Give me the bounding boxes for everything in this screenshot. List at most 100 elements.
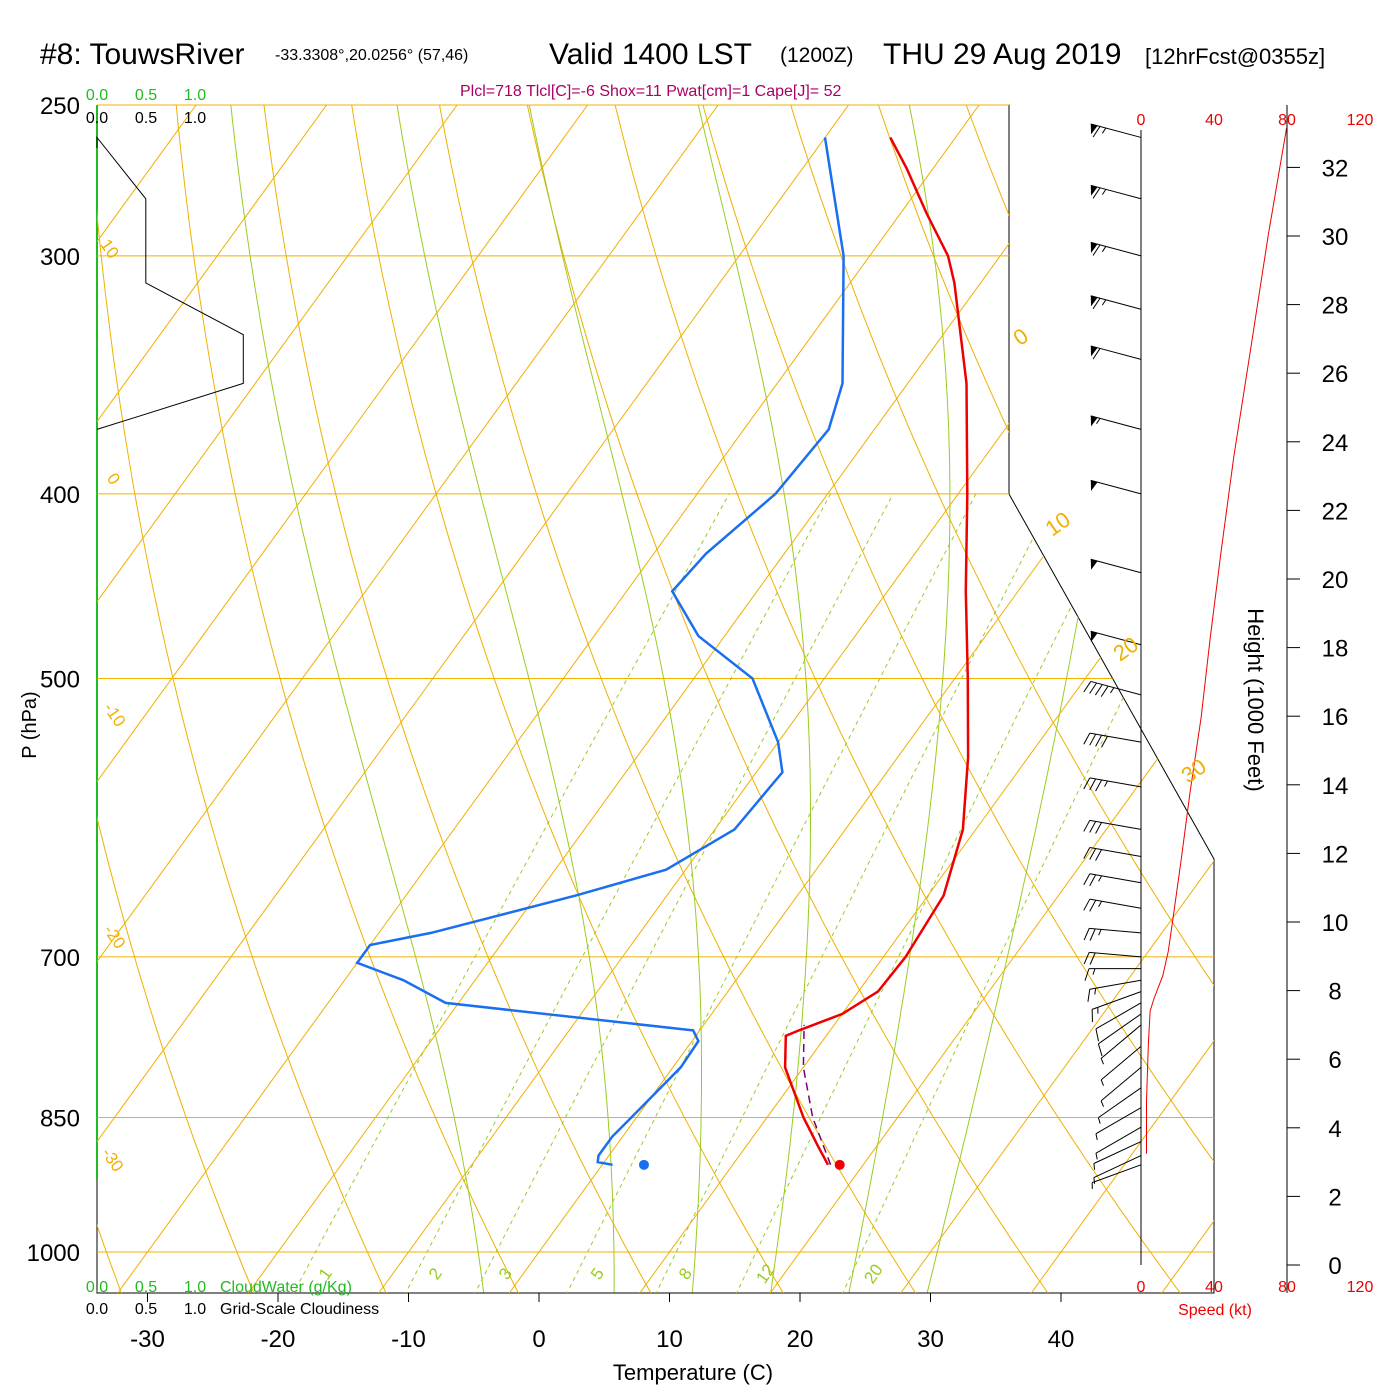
mixing-ratio-line: [272, 493, 730, 1293]
height-tick-label: 8: [1328, 979, 1341, 1006]
pressure-tick-label: 700: [40, 945, 80, 972]
wind-barb-feather: [1089, 682, 1097, 694]
wind-barb-flag: [1090, 185, 1098, 196]
cloudwater-tick-top: 0.5: [135, 87, 157, 104]
wind-barb-feather: [1089, 778, 1097, 791]
height-tick-label: 14: [1322, 773, 1349, 800]
wind-barbs: [1083, 123, 1142, 1189]
wind-barb-shaft: [1095, 1126, 1142, 1154]
isotherm-line: [117, 105, 980, 1293]
theta-label: 20: [1109, 632, 1143, 667]
wind-barb-flag: [1090, 415, 1098, 427]
wind-barb-feather: [1083, 820, 1091, 832]
temperature-tick-label: -20: [261, 1326, 296, 1353]
dry-adiabat-line: [0, 71, 2, 1331]
pressure-tick-label: 400: [40, 482, 80, 509]
dry-adiabat-line: [519, 105, 1075, 1293]
cloudwater-tick-top: 1.0: [184, 87, 206, 104]
wind-barb-shaft: [1089, 898, 1142, 909]
wind-barb-shaft: [1100, 1066, 1142, 1102]
height-tick-label: 12: [1322, 841, 1349, 868]
wind-barb-half-feather: [1094, 988, 1097, 995]
temperature-tick-label: 30: [917, 1326, 944, 1353]
wind-barb-feather: [1083, 681, 1092, 693]
wind-barb-feather: [1084, 968, 1090, 981]
wind-barb-feather: [1089, 848, 1097, 860]
wind-barb-shaft: [1093, 1141, 1142, 1164]
wind-barb-feather: [1092, 348, 1101, 360]
wind-barb-flag: [1090, 631, 1098, 642]
isotherms: 10 0 -10 -20 -30: [97, 105, 1400, 1293]
isotherm-line: [900, 105, 1214, 1293]
dry-adiabat-line: [780, 105, 1214, 1293]
wind-barb-feather: [1095, 1028, 1099, 1042]
wind-barb-feather: [1095, 822, 1103, 834]
wind-barb-feather: [1089, 899, 1097, 912]
pressure-tick-label: 500: [40, 667, 80, 694]
isotherm-line: [97, 105, 458, 1293]
isobars: [97, 104, 1214, 1253]
height-tick-label: 16: [1322, 704, 1349, 731]
isotherm-line: [378, 105, 1214, 1293]
wind-barb-shaft: [1093, 1155, 1142, 1179]
wind-barb-half-feather: [1097, 1117, 1101, 1124]
dry-adiabats: [0, 71, 1214, 1331]
cloudiness-label: Grid-Scale Cloudiness: [220, 1301, 379, 1318]
wind-barb-feather: [1083, 873, 1091, 886]
moist-adiabat-line: [926, 105, 1133, 1293]
valid-date: THU 29 Aug 2019: [883, 38, 1122, 71]
wind-barb-shaft: [1091, 1164, 1142, 1184]
wind-barb-half-feather: [1096, 418, 1101, 424]
wind-barb-shaft: [1098, 1087, 1142, 1119]
plot-frame: [96, 104, 1215, 1294]
cloudwater-tick-bottom: 0.5: [135, 1279, 157, 1296]
height-tick-label: 26: [1322, 361, 1349, 388]
height-tick-label: 10: [1322, 910, 1349, 937]
wind-barb-feather: [1083, 847, 1091, 859]
wind-barb-shaft: [1089, 951, 1142, 958]
isotherm-line: [1030, 105, 1214, 1293]
wind-barb-shaft: [1095, 1107, 1142, 1135]
wind-barb-half-feather: [1093, 1177, 1096, 1184]
cloudiness-line: [96, 136, 244, 430]
speed-tick-label-top: 40: [1205, 112, 1223, 129]
height-tick-label: 32: [1322, 155, 1349, 182]
wind-barb-half-feather: [1095, 1153, 1098, 1160]
cloudwater-tick-bottom: 0.0: [86, 1279, 108, 1296]
wind-barb-shaft: [1089, 979, 1142, 990]
wind-barb-shaft: [1089, 732, 1142, 743]
isotherm-line: [639, 105, 1214, 1293]
cloudiness-tick-bottom: 0.0: [86, 1301, 108, 1318]
wind-barb-shaft: [1100, 1024, 1142, 1059]
speed-tick-label-bottom: 40: [1205, 1279, 1223, 1296]
wind-barb-half-feather: [1098, 875, 1103, 882]
mixing-ratio-line: [455, 493, 894, 1293]
height-tick-label: 2: [1328, 1184, 1341, 1211]
wind-barb-half-feather: [1100, 1100, 1104, 1107]
speed-axis-label: Speed (kt): [1178, 1302, 1252, 1319]
wind-barb-half-feather: [1095, 1133, 1098, 1141]
wind-barb-flag: [1090, 559, 1098, 570]
moist-adiabat-line: [391, 105, 615, 1293]
height-tick-label: 4: [1328, 1116, 1341, 1143]
mixing-ratio-line: [824, 493, 1214, 1293]
height-tick-label: 20: [1322, 567, 1349, 594]
wind-barb-feather: [1092, 244, 1101, 256]
isotherm-line: [1292, 105, 1400, 1293]
wind-barb-shaft: [1090, 558, 1142, 574]
wind-barb-shaft: [1090, 184, 1142, 200]
wind-barb-feather: [1083, 928, 1090, 941]
temperature-tick-label: 10: [656, 1326, 683, 1353]
valid-zulu: (1200Z): [780, 44, 854, 67]
dry-adiabat-line: [346, 105, 807, 1293]
wind-barb-half-feather: [1100, 1079, 1104, 1086]
mixing-ratio-label: 2: [425, 1265, 446, 1284]
cloudiness-profile: [96, 136, 244, 430]
wind-barb-feather: [1095, 779, 1103, 792]
surface-dewpoint-marker: [638, 1159, 649, 1170]
wind-barb-feather: [1089, 733, 1097, 746]
isotherm-label: -30: [98, 1144, 128, 1175]
cloudiness-tick-top: 1.0: [184, 110, 206, 127]
height-tick-label: 28: [1322, 293, 1349, 320]
